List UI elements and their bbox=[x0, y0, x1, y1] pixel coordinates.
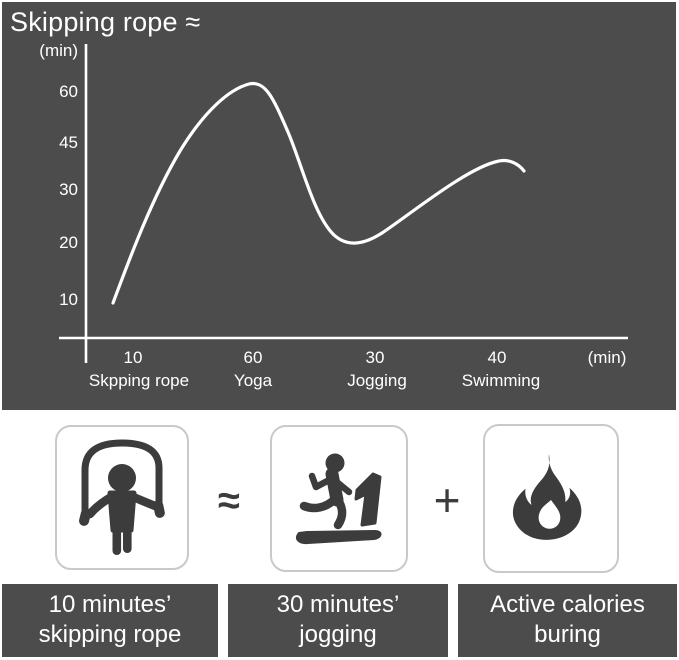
treadmill-jogging-card bbox=[270, 425, 408, 572]
y-tick-30: 30 bbox=[59, 180, 78, 199]
label-line: 30 minutes’ bbox=[276, 591, 400, 618]
label-bar-skipping-rope: 10 minutes’ skipping rope bbox=[2, 584, 218, 657]
category-skipping-rope: Skpping rope bbox=[88, 371, 190, 390]
y-tick-10: 10 bbox=[59, 290, 78, 309]
category-yoga: Yoga bbox=[233, 371, 273, 390]
equivalence-curve bbox=[111, 81, 526, 305]
chart-title: Skipping rope ≈ bbox=[10, 7, 201, 37]
label-line: jogging bbox=[299, 621, 377, 648]
category-swimming: Swimming bbox=[461, 371, 541, 390]
label-bar-calories: Active calories buring bbox=[458, 584, 677, 657]
skipping-rope-icon bbox=[79, 438, 165, 555]
approx-equals-symbol: ≈ bbox=[218, 479, 240, 523]
label-line: 10 minutes’ bbox=[48, 591, 172, 618]
line-chart bbox=[59, 44, 628, 363]
y-tick-45: 45 bbox=[59, 133, 78, 152]
x-tick-skipping: 10 bbox=[123, 348, 143, 367]
chart-panel: Skipping rope ≈ (min) 60 45 30 20 10 10 … bbox=[2, 2, 676, 410]
calories-burning-card bbox=[483, 424, 619, 573]
category-jogging: Jogging bbox=[347, 371, 407, 390]
label-line: skipping rope bbox=[38, 621, 182, 648]
x-tick-yoga: 60 bbox=[243, 348, 263, 367]
x-tick-swimming: 40 bbox=[487, 348, 507, 367]
plus-symbol: + bbox=[433, 474, 461, 526]
y-tick-20: 20 bbox=[59, 233, 78, 252]
y-tick-60: 60 bbox=[59, 82, 78, 101]
x-axis-unit-label: (min) bbox=[587, 348, 627, 367]
flame-icon bbox=[512, 453, 582, 540]
x-tick-jogging: 30 bbox=[365, 348, 385, 367]
label-line: Active calories bbox=[490, 591, 645, 618]
y-axis-unit-label: (min) bbox=[39, 41, 78, 60]
skipping-rope-card bbox=[55, 425, 189, 570]
treadmill-jogging-icon bbox=[296, 453, 382, 544]
label-line: buring bbox=[534, 621, 601, 648]
label-bar-jogging: 30 minutes’ jogging bbox=[228, 584, 448, 657]
